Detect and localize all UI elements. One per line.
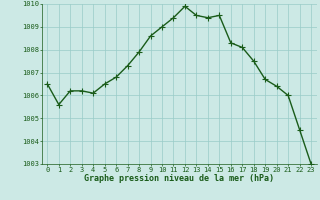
X-axis label: Graphe pression niveau de la mer (hPa): Graphe pression niveau de la mer (hPa) (84, 174, 274, 183)
